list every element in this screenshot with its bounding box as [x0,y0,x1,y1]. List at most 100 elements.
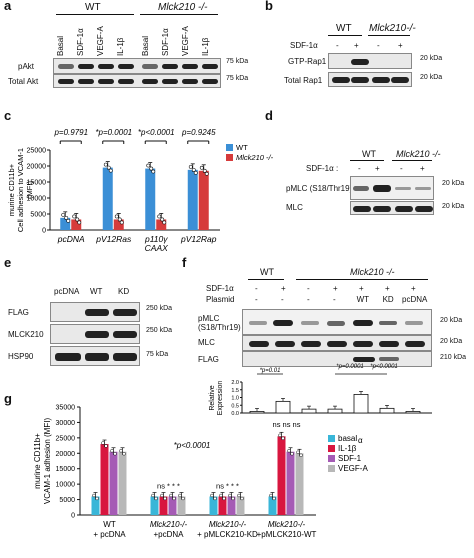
data-point [231,496,235,501]
p-value: *p<0.0001 [370,364,398,370]
data-point [228,493,232,498]
group-label-ko: Mlck210 -/- [158,2,208,13]
sdf-sign: + [411,284,416,293]
legend-label: Mlck210 -/- [236,153,274,162]
lane-label: IL-1β [116,37,125,56]
group-label-ko: Mlck210 -/- [396,149,441,159]
legend-swatch [328,445,335,452]
bar [405,411,421,414]
band [332,77,350,83]
bar [187,169,198,230]
row-label: FLAG [198,355,219,364]
bar [100,444,109,515]
panel-g: g 0 5000 10000 15000 20000 25000 30000 35000 mur… [0,383,474,558]
band [405,321,423,325]
blot-gtp-rap1 [328,53,412,69]
size-marker: 75 kDa [226,75,249,82]
bar [109,451,118,515]
panel-d: d WT Mlck210 -/- SDF-1α : - + - + pMLC (… [262,108,474,223]
sign: - [400,164,403,173]
plasmid-sign: KD [382,295,394,304]
y-axis-label-line: Expression [217,381,224,416]
chart-f: 0.0 0.51.0 1.5 2.0 RelativeExpression *p=0.01… [209,364,432,417]
row-label: pMLC (S18/Thr19) [198,314,241,332]
data-point [146,163,151,168]
bar [156,219,167,230]
data-point [110,448,114,453]
band [202,64,218,69]
band [249,321,267,325]
bar [118,451,127,515]
band [113,309,137,316]
data-point [75,217,80,222]
data-point [188,164,193,169]
data-point [202,168,207,173]
plasmid-sign: - [255,295,258,304]
bar [145,168,156,230]
x-tick-label: pV12Ras [95,234,132,244]
y-tick-label: 15000 [27,180,47,187]
sign: - [358,164,361,173]
data-point [299,453,303,458]
sdf-sign: - [307,284,310,293]
data-point [119,448,123,453]
data-point [278,433,282,438]
y-axis-label-line: Cell adhesion to VCAM-1 [16,148,25,232]
bar [168,496,177,515]
band [58,79,74,84]
legend-swatch [226,154,233,161]
p-value: p=0.9245 [181,128,216,137]
data-point [106,165,111,170]
band [275,341,295,347]
bar [150,496,159,515]
band [353,186,369,191]
y-tick-label: 35000 [56,405,76,412]
p-value: *p=0.0001 [336,364,364,370]
band [379,341,399,347]
band [372,77,390,83]
sdf-sign: + [281,284,286,293]
y-axis-label-line: murine CD11b+ [33,433,42,489]
size-marker: 250 kDa [146,305,173,312]
y-tick-label: 30000 [56,420,76,427]
x-tick-sublabel: + pcDNA [93,530,126,539]
data-point [160,493,164,498]
band [391,77,409,83]
panel-e: e pcDNA WT KD FLAG 250 kDa MLCK210 250 k… [0,255,180,380]
bar [71,219,82,230]
data-point [108,168,113,173]
legend-swatch [328,465,335,472]
group-label-wt: WT [336,23,352,34]
row-label: pMLC (S18/Thr19) [286,184,353,193]
band [118,64,134,69]
y-axis-label: murine CD11b+Cell adhesion to VCAM-1(MFI… [7,148,34,232]
data-point [117,217,122,222]
sdf-sign: + [359,284,364,293]
group-label-wt: WT [260,267,274,277]
data-point [178,493,182,498]
band [353,320,373,326]
x-tick-sublabel: +pcDNA [153,530,184,539]
group-label-ko: Mlck210 -/- [350,267,395,277]
band [55,353,81,361]
sign: + [375,164,380,173]
data-point [72,214,77,219]
band [301,341,321,347]
y-tick-label: 25000 [56,435,76,442]
band [373,206,391,212]
lane-label: WT [90,287,103,296]
sdf-sign: - [255,284,258,293]
bar [209,496,218,515]
y-tick-label: 5000 [30,212,46,219]
data-point [213,496,217,501]
data-point [154,496,158,501]
x-tick-label: Mlck210-/- [150,520,188,529]
band [142,64,158,69]
data-point [113,451,117,456]
x-tick-sublabel: CAAX [145,243,168,253]
blot-mlc [350,201,434,215]
data-point [172,496,176,501]
row-label: SDF-1α [206,284,234,293]
group-label-ko: Mlck210-/- [369,23,416,34]
band [395,206,413,212]
